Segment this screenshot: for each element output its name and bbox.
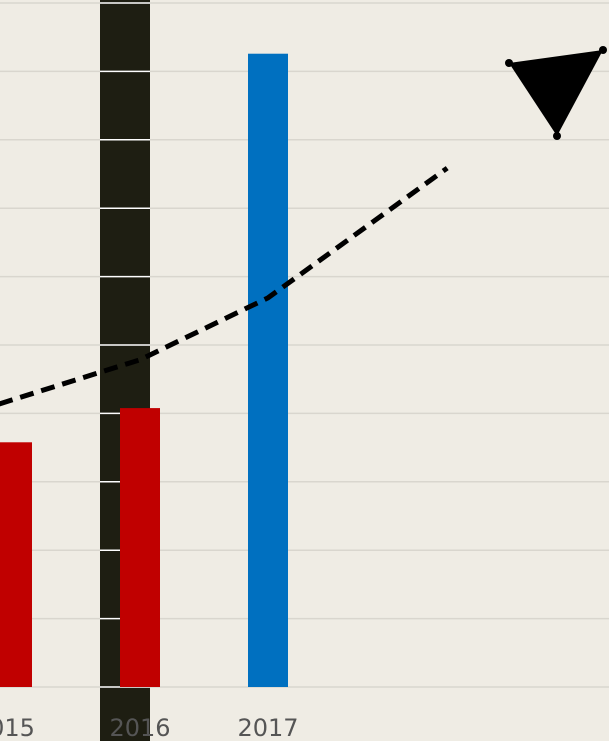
bar-2016 bbox=[120, 408, 160, 687]
x-tick-label: 2016 bbox=[109, 714, 170, 741]
arrowhead-studs bbox=[505, 46, 607, 140]
arrow-stud bbox=[553, 132, 561, 140]
trend-arrowhead-icon bbox=[509, 50, 603, 136]
x-tick-label: 015 bbox=[0, 714, 35, 741]
x-axis-tick-labels: 015 2016 2017 bbox=[0, 714, 299, 741]
x-tick-label: 2017 bbox=[237, 714, 298, 741]
bar-2015 bbox=[0, 442, 32, 687]
trend-line bbox=[0, 166, 449, 407]
bars bbox=[0, 53, 288, 688]
arrow-stud bbox=[599, 46, 607, 54]
bar-2017 bbox=[248, 53, 288, 688]
grid-lines bbox=[0, 2, 609, 688]
arrow-stud bbox=[505, 59, 513, 67]
